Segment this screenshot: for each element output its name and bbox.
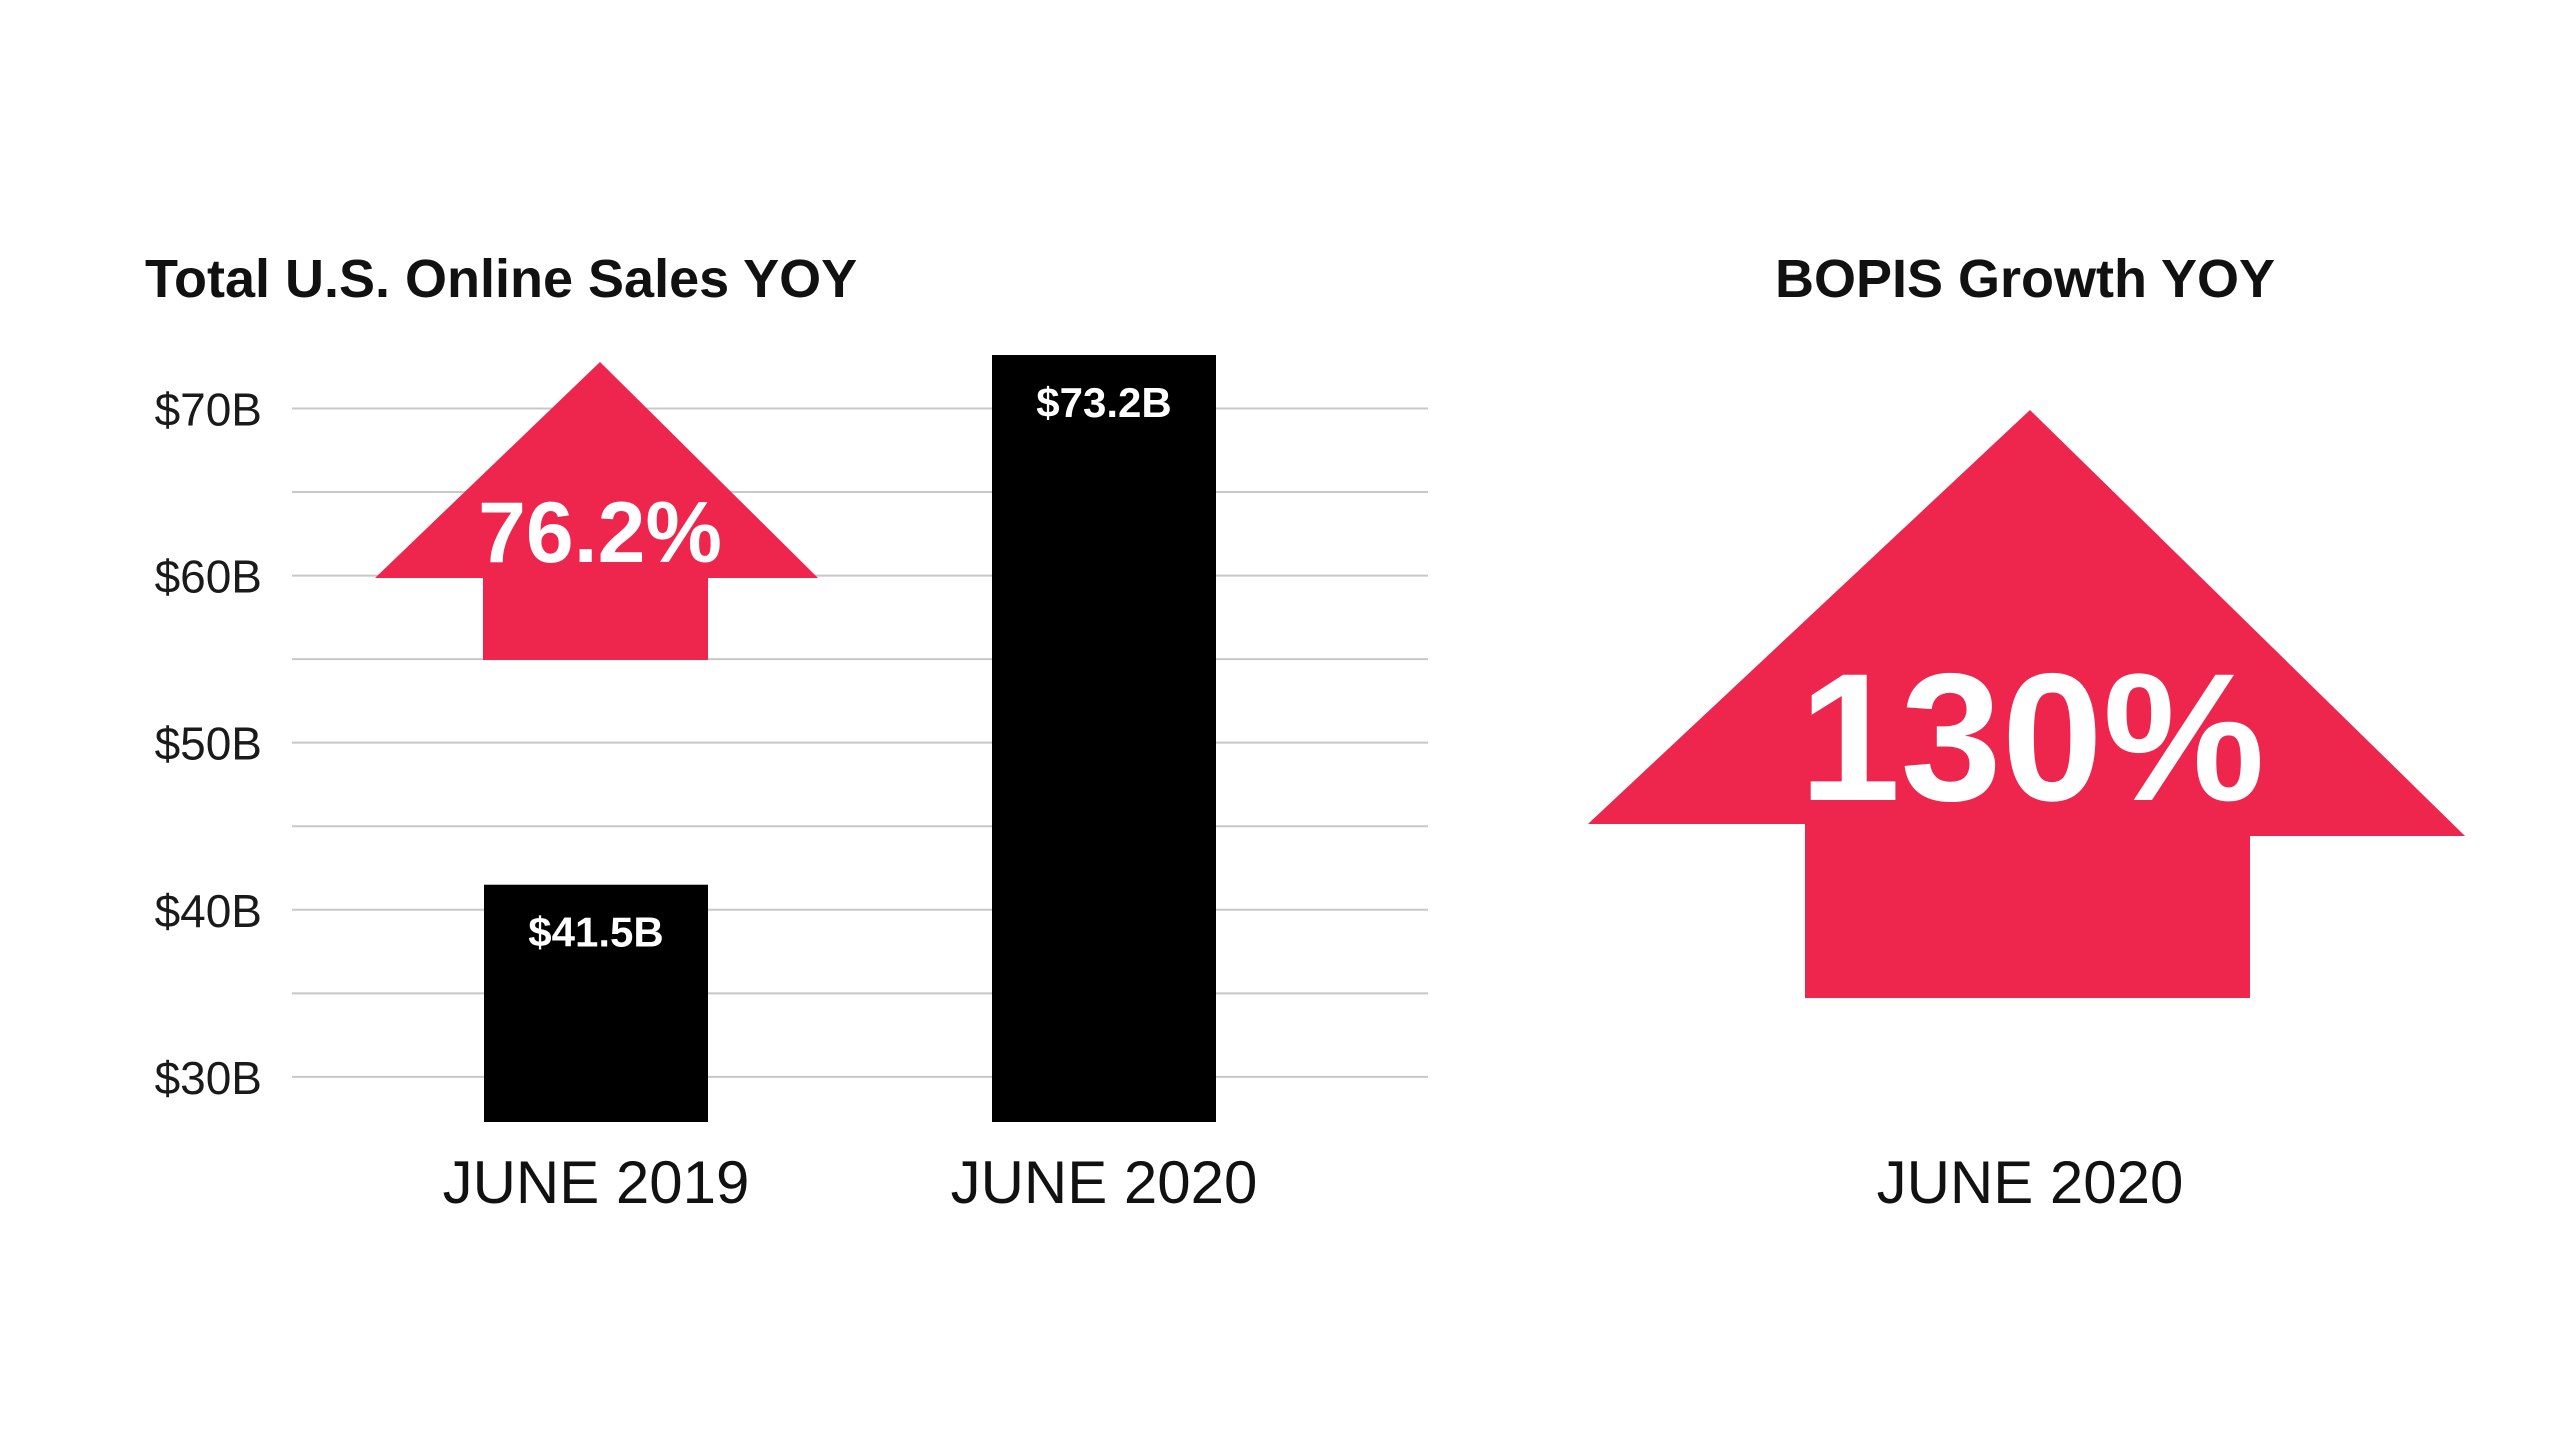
online-sales-chart: Total U.S. Online Sales YOY $30B $40B $50B… [145, 249, 1428, 1216]
y-tick-label: $30B [155, 1052, 262, 1104]
sales-growth-percent: 76.2% [478, 485, 722, 581]
bopis-growth-panel: BOPIS Growth YOY 130% JUNE 2020 [1588, 249, 2465, 1216]
up-arrow-icon [1588, 410, 2465, 998]
x-category-label: JUNE 2020 [951, 1149, 1258, 1216]
bars [484, 355, 1216, 1122]
y-tick-label: $60B [155, 551, 262, 603]
sales-chart-title: Total U.S. Online Sales YOY [145, 249, 857, 309]
bar-value-label: $41.5B [528, 909, 663, 956]
bar [484, 884, 708, 1122]
y-tick-label: $50B [155, 718, 262, 770]
growth-arrow: 130% [1588, 410, 2465, 998]
up-arrow-icon [375, 362, 818, 660]
x-axis-category-labels: JUNE 2019 JUNE 2020 [443, 1149, 1258, 1216]
bopis-title: BOPIS Growth YOY [1775, 249, 2275, 309]
x-category-label: JUNE 2019 [443, 1149, 750, 1216]
bar-value-label: $73.2B [1036, 379, 1171, 426]
y-tick-label: $70B [155, 383, 262, 435]
bar-value-labels: $41.5B $73.2B [528, 379, 1171, 956]
y-axis-tick-labels: $30B $40B $50B $60B $70B [155, 383, 262, 1103]
bar [992, 355, 1216, 1122]
bopis-growth-percent: 130% [1799, 635, 2265, 839]
bopis-category-label: JUNE 2020 [1877, 1149, 2184, 1216]
y-tick-label: $40B [155, 885, 262, 937]
growth-arrow: 76.2% [375, 362, 818, 660]
